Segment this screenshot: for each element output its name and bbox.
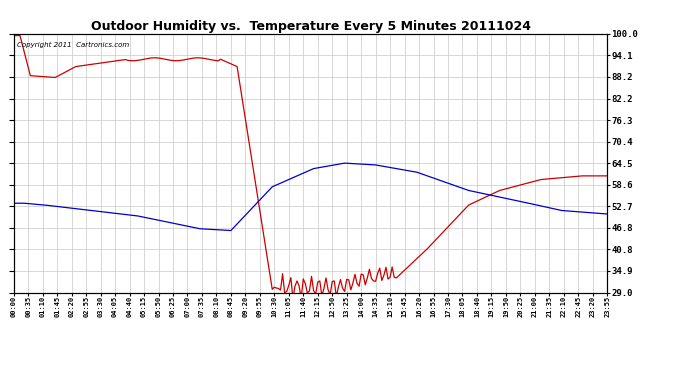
Title: Outdoor Humidity vs.  Temperature Every 5 Minutes 20111024: Outdoor Humidity vs. Temperature Every 5… [90, 20, 531, 33]
Text: Copyright 2011  Cartronics.com: Copyright 2011 Cartronics.com [17, 42, 129, 48]
